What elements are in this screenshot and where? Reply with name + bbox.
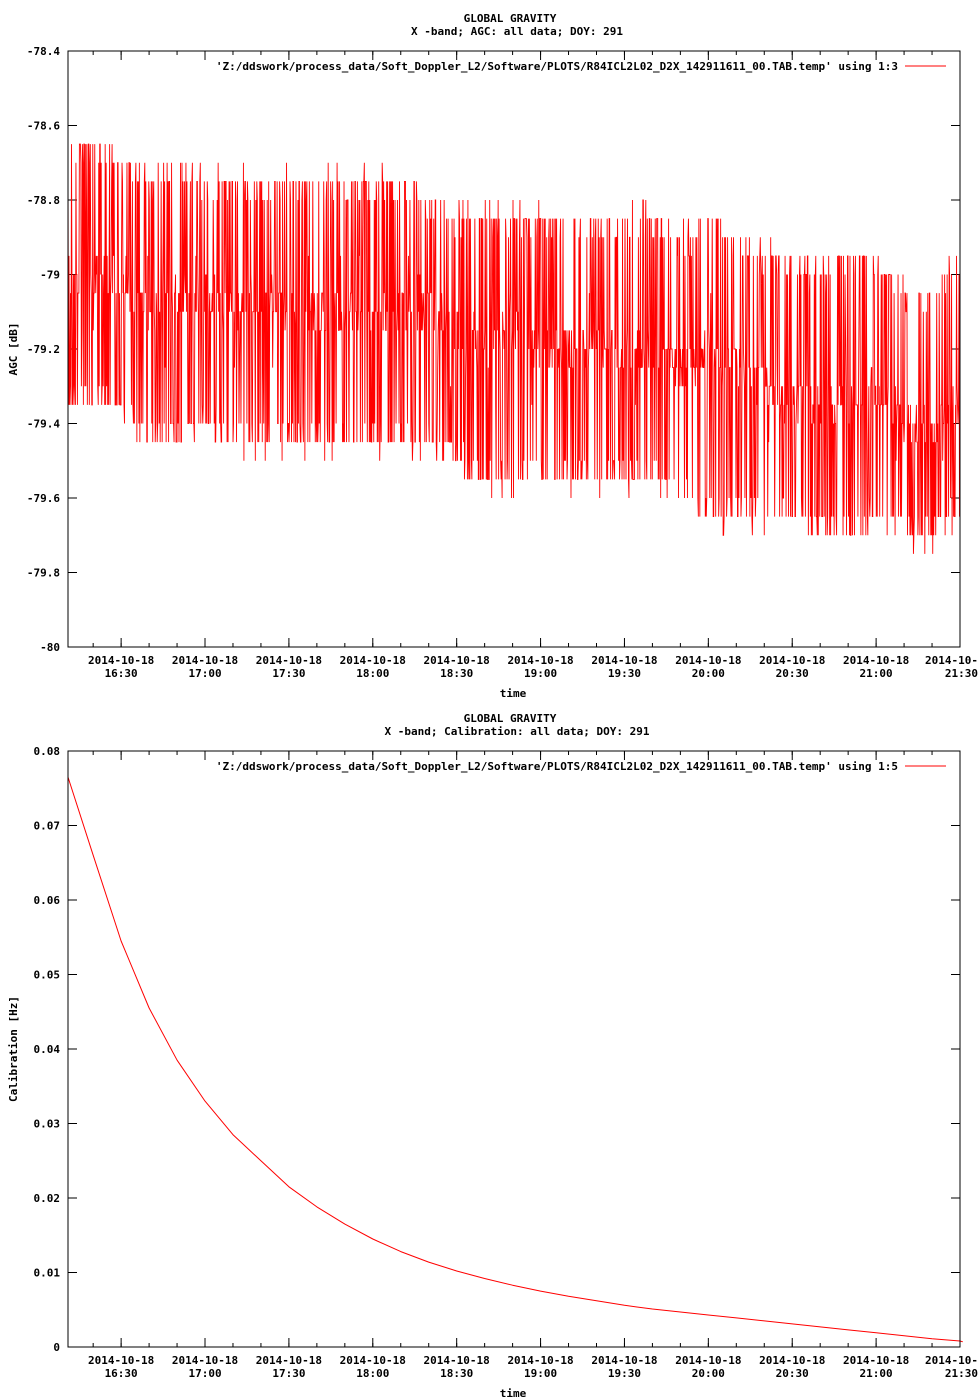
x-tick-label: 17:00 <box>188 667 221 680</box>
x-tick-label: 2014-10-18 <box>88 1354 154 1367</box>
x-tick-label: 2014-10-18 <box>591 1354 657 1367</box>
x-tick-label: 17:30 <box>272 667 305 680</box>
x-tick-label: 18:30 <box>440 667 473 680</box>
y-tick-label: -79.4 <box>27 418 60 431</box>
calibration-chart: GLOBAL GRAVITY X -band; Calibration: all… <box>7 712 979 1400</box>
x-tick-label: 2014-10-18 <box>675 654 741 667</box>
y-tick-label: -80 <box>40 641 60 654</box>
x-tick-label: 2014-10-18 <box>172 654 238 667</box>
y-tick-label: -78.8 <box>27 194 60 207</box>
x-tick-label: 2014-10-18 <box>424 1354 490 1367</box>
y-tick-label: 0.05 <box>34 969 61 982</box>
series-layer <box>67 776 963 1343</box>
y-tick-label: 0.03 <box>34 1118 61 1131</box>
x-tick-label: 2014-10-18 <box>340 654 406 667</box>
x-tick-label: 21:30 <box>945 667 978 680</box>
x-tick-label: 20:30 <box>776 667 809 680</box>
chart-title: GLOBAL GRAVITY <box>464 12 557 25</box>
y-tick-label: -79.6 <box>27 492 60 505</box>
x-tick-label: 2014-10-18 <box>759 654 825 667</box>
plot-frame <box>67 50 961 648</box>
x-tick-label: 19:30 <box>608 667 641 680</box>
x-tick-label: 2014-10- <box>925 654 978 667</box>
y-tick-label: -78.6 <box>27 120 60 133</box>
x-axis-label: time <box>500 1387 527 1400</box>
x-tick-label: 20:00 <box>692 667 725 680</box>
legend-label: 'Z:/ddswork/process_data/Soft_Doppler_L2… <box>216 760 898 773</box>
x-tick-label: 20:00 <box>692 1367 725 1380</box>
x-tick-label: 2014-10-18 <box>256 654 322 667</box>
x-tick-label: 2014-10-18 <box>88 654 154 667</box>
x-tick-label: 2014-10-18 <box>675 1354 741 1367</box>
x-tick-label: 2014-10-18 <box>507 654 573 667</box>
y-tick-label: 0.08 <box>34 745 61 758</box>
chart-subtitle: X -band; AGC: all data; DOY: 291 <box>411 25 623 38</box>
x-tick-label: 20:30 <box>776 1367 809 1380</box>
y-axis-label: Calibration [Hz] <box>7 996 20 1102</box>
y-tick-label: -79.2 <box>27 343 60 356</box>
x-axis-label: time <box>500 687 527 700</box>
y-tick-label: -79 <box>40 269 60 282</box>
x-tick-label: 19:00 <box>524 1367 557 1380</box>
x-tick-label: 2014-10-18 <box>759 1354 825 1367</box>
y-tick-label: 0.02 <box>34 1192 61 1205</box>
x-tick-label: 2014-10- <box>925 1354 978 1367</box>
y-tick-label: 0.04 <box>34 1043 61 1056</box>
x-tick-label: 2014-10-18 <box>843 1354 909 1367</box>
calibration-series-line <box>67 776 963 1343</box>
series-layer <box>67 143 961 554</box>
x-tick-label: 17:30 <box>272 1367 305 1380</box>
x-tick-label: 2014-10-18 <box>172 1354 238 1367</box>
x-tick-label: 19:30 <box>608 1367 641 1380</box>
x-tick-label: 21:00 <box>860 667 893 680</box>
x-tick-label: 2014-10-18 <box>256 1354 322 1367</box>
y-tick-label: 0.07 <box>34 820 61 833</box>
chart-subtitle: X -band; Calibration: all data; DOY: 291 <box>385 725 650 738</box>
x-tick-label: 21:00 <box>860 1367 893 1380</box>
x-tick-label: 2014-10-18 <box>591 654 657 667</box>
x-tick-label: 2014-10-18 <box>424 654 490 667</box>
chart-title: GLOBAL GRAVITY <box>464 712 557 725</box>
ticks-layer: -78.4 -78.6 -78.8 -79 -79.2 -79.4 -79.6 -79.8 -8… <box>27 45 978 680</box>
x-tick-label: 19:00 <box>524 667 557 680</box>
y-axis-label: AGC [dB] <box>7 323 20 376</box>
x-tick-label: 16:30 <box>105 667 138 680</box>
legend-label: 'Z:/ddswork/process_data/Soft_Doppler_L2… <box>216 60 898 73</box>
x-tick-label: 16:30 <box>105 1367 138 1380</box>
y-tick-label: -79.8 <box>27 567 60 580</box>
x-tick-label: 2014-10-18 <box>507 1354 573 1367</box>
agc-chart: GLOBAL GRAVITY X -band; AGC: all data; D… <box>7 12 978 700</box>
x-tick-label: 17:00 <box>188 1367 221 1380</box>
y-tick-label: -78.4 <box>27 45 60 58</box>
x-tick-label: 18:00 <box>356 1367 389 1380</box>
y-tick-label: 0.06 <box>34 894 61 907</box>
x-tick-label: 18:30 <box>440 1367 473 1380</box>
x-tick-label: 21:30 <box>945 1367 978 1380</box>
y-tick-label: 0 <box>53 1341 60 1354</box>
plot-frame <box>67 750 961 1348</box>
x-tick-label: 18:00 <box>356 667 389 680</box>
x-tick-label: 2014-10-18 <box>340 1354 406 1367</box>
agc-series-line <box>67 143 961 554</box>
y-tick-label: 0.01 <box>34 1267 61 1280</box>
x-tick-label: 2014-10-18 <box>843 654 909 667</box>
ticks-layer: 0 0.01 0.02 0.03 0.04 0.05 0.06 0.07 0.08 2014-10… <box>34 745 979 1380</box>
